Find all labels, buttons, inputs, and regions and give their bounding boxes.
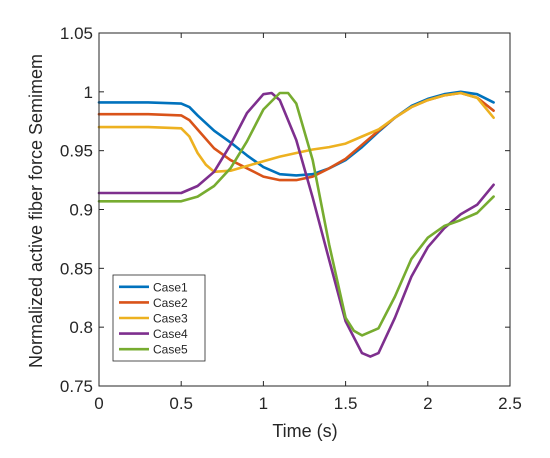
legend-label-case5: Case5 <box>153 343 188 357</box>
y-tick-label: 0.85 <box>60 259 93 278</box>
x-tick-label: 2 <box>423 394 432 413</box>
y-axis-title: Normalized active fiber force Semimem <box>26 54 46 368</box>
y-tick-label: 0.9 <box>69 201 93 220</box>
x-tick-label: 0 <box>94 394 103 413</box>
x-tick-label: 1.5 <box>334 394 358 413</box>
axes: 0 0.5 1 1.5 2 2.5 0.75 0.8 0.85 0.9 0.95 1 1.05 <box>60 24 522 413</box>
x-tick-label: 0.5 <box>169 394 193 413</box>
x-tick-label: 1 <box>259 394 268 413</box>
plot-area <box>97 90 495 358</box>
y-tick-label: 1.05 <box>60 24 93 43</box>
y-tick-label: 1 <box>84 83 93 102</box>
y-tick-label: 0.95 <box>60 142 93 161</box>
legend-label-case4: Case4 <box>153 327 188 341</box>
series-line-case5 <box>97 91 495 337</box>
series-line-case4 <box>97 91 495 358</box>
y-tick-label: 0.75 <box>60 377 93 396</box>
series-line-case3 <box>97 91 495 174</box>
legend-label-case2: Case2 <box>153 296 188 310</box>
legend-label-case1: Case1 <box>153 280 188 294</box>
x-axis-title: Time (s) <box>272 421 337 441</box>
legend-label-case3: Case3 <box>153 312 188 326</box>
y-tick-label: 0.8 <box>69 318 93 337</box>
x-tick-label: 2.5 <box>498 394 522 413</box>
